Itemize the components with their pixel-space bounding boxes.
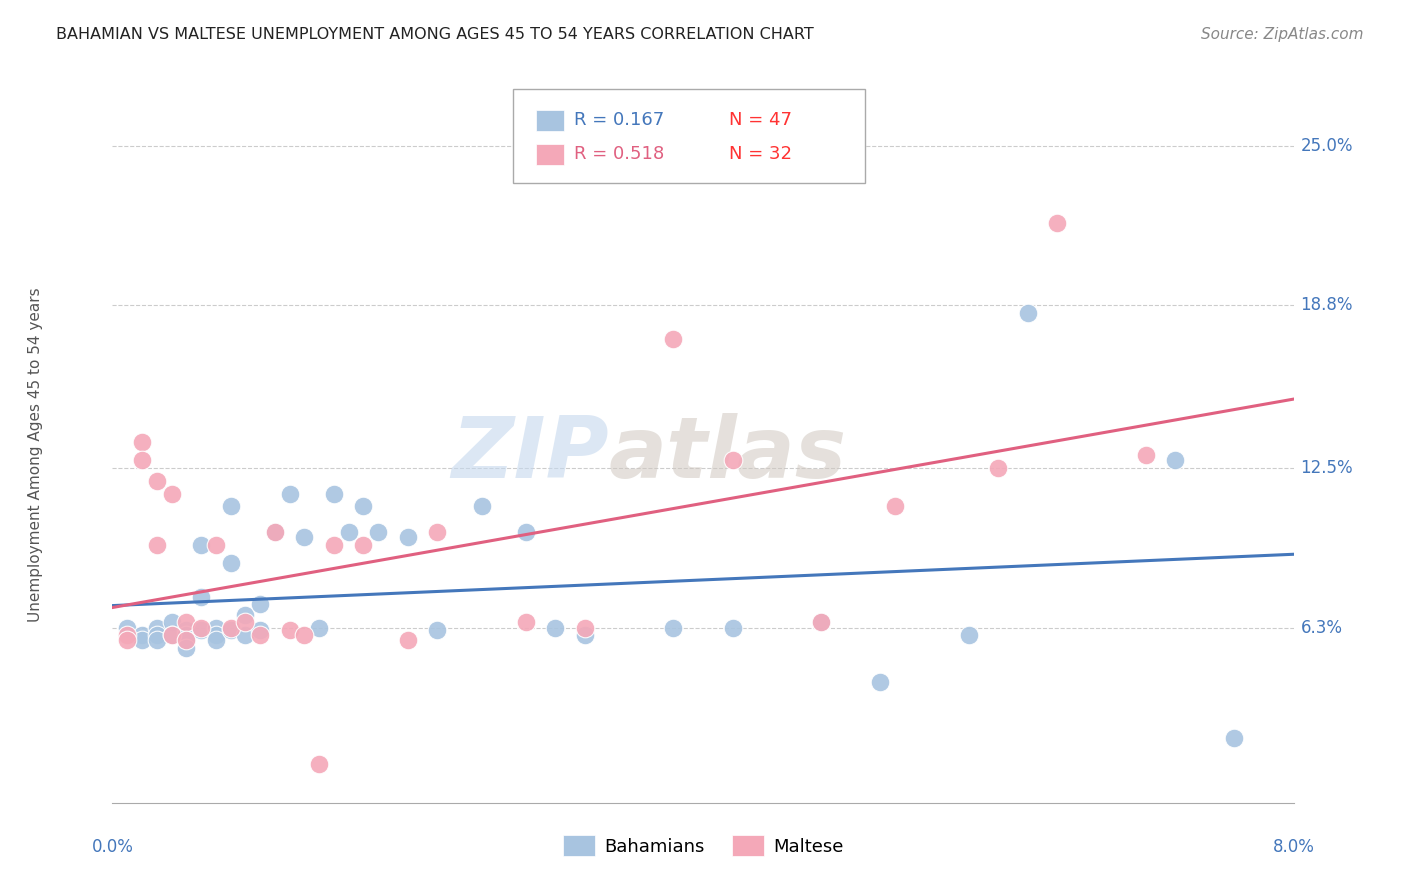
Point: [352, 500, 374, 514]
Point: [515, 525, 537, 540]
Point: [205, 621, 228, 635]
Point: [1164, 453, 1187, 467]
Point: [987, 460, 1010, 475]
Point: [308, 621, 330, 635]
Point: [957, 628, 980, 642]
Text: R = 0.167: R = 0.167: [574, 112, 664, 129]
Point: [574, 628, 596, 642]
Point: [160, 628, 183, 642]
Point: [544, 621, 567, 635]
Point: [278, 486, 301, 500]
Point: [190, 590, 212, 604]
Point: [249, 628, 271, 642]
Point: [810, 615, 832, 630]
Point: [662, 621, 685, 635]
Point: [160, 486, 183, 500]
Point: [249, 598, 271, 612]
Point: [396, 633, 419, 648]
Point: [721, 453, 744, 467]
Text: 6.3%: 6.3%: [1301, 618, 1343, 637]
Point: [219, 623, 242, 637]
Point: [131, 435, 153, 450]
Point: [160, 628, 183, 642]
Point: [205, 538, 228, 552]
Point: [233, 607, 256, 622]
Point: [233, 628, 256, 642]
Point: [205, 628, 228, 642]
Point: [174, 641, 197, 656]
Point: [146, 621, 169, 635]
Point: [426, 525, 449, 540]
Point: [131, 453, 153, 467]
Text: Unemployment Among Ages 45 to 54 years: Unemployment Among Ages 45 to 54 years: [28, 287, 42, 623]
Point: [174, 633, 197, 648]
Point: [721, 621, 744, 635]
Point: [352, 538, 374, 552]
Text: Source: ZipAtlas.com: Source: ZipAtlas.com: [1201, 27, 1364, 42]
Point: [146, 628, 169, 642]
Text: R = 0.518: R = 0.518: [574, 145, 664, 163]
Point: [323, 486, 346, 500]
Point: [146, 474, 169, 488]
Legend: Bahamians, Maltese: Bahamians, Maltese: [555, 828, 851, 863]
Text: N = 32: N = 32: [730, 145, 793, 163]
Point: [219, 556, 242, 570]
Point: [426, 623, 449, 637]
Point: [174, 628, 197, 642]
Point: [117, 621, 138, 635]
Point: [515, 615, 537, 630]
Text: 0.0%: 0.0%: [91, 838, 134, 856]
Point: [219, 621, 242, 635]
Point: [249, 623, 271, 637]
Point: [869, 674, 891, 689]
Point: [264, 525, 287, 540]
Point: [292, 628, 315, 642]
Point: [205, 633, 228, 648]
Text: 18.8%: 18.8%: [1301, 296, 1353, 315]
Point: [1223, 731, 1246, 746]
Point: [174, 615, 197, 630]
Text: 8.0%: 8.0%: [1272, 838, 1315, 856]
Point: [1046, 216, 1069, 230]
Point: [219, 500, 242, 514]
Point: [190, 538, 212, 552]
Point: [884, 500, 907, 514]
Point: [323, 538, 346, 552]
Point: [337, 525, 360, 540]
Point: [117, 628, 138, 642]
Point: [174, 623, 197, 637]
Point: [146, 633, 169, 648]
Text: ZIP: ZIP: [451, 413, 609, 497]
Point: [308, 757, 330, 772]
Point: [1017, 306, 1039, 320]
Point: [190, 621, 212, 635]
Point: [574, 621, 596, 635]
Point: [396, 530, 419, 544]
Text: 12.5%: 12.5%: [1301, 458, 1353, 477]
Point: [264, 525, 287, 540]
Text: N = 47: N = 47: [730, 112, 793, 129]
Point: [131, 628, 153, 642]
Point: [367, 525, 389, 540]
Point: [174, 633, 197, 648]
Point: [1135, 448, 1157, 462]
Point: [662, 332, 685, 346]
Point: [160, 615, 183, 630]
Point: [278, 623, 301, 637]
Text: 25.0%: 25.0%: [1301, 136, 1353, 154]
Point: [233, 615, 256, 630]
Point: [190, 623, 212, 637]
Point: [471, 500, 494, 514]
Point: [131, 633, 153, 648]
Text: BAHAMIAN VS MALTESE UNEMPLOYMENT AMONG AGES 45 TO 54 YEARS CORRELATION CHART: BAHAMIAN VS MALTESE UNEMPLOYMENT AMONG A…: [56, 27, 814, 42]
Text: atlas: atlas: [609, 413, 846, 497]
Point: [117, 633, 138, 648]
Point: [810, 615, 832, 630]
Point: [292, 530, 315, 544]
Point: [146, 538, 169, 552]
